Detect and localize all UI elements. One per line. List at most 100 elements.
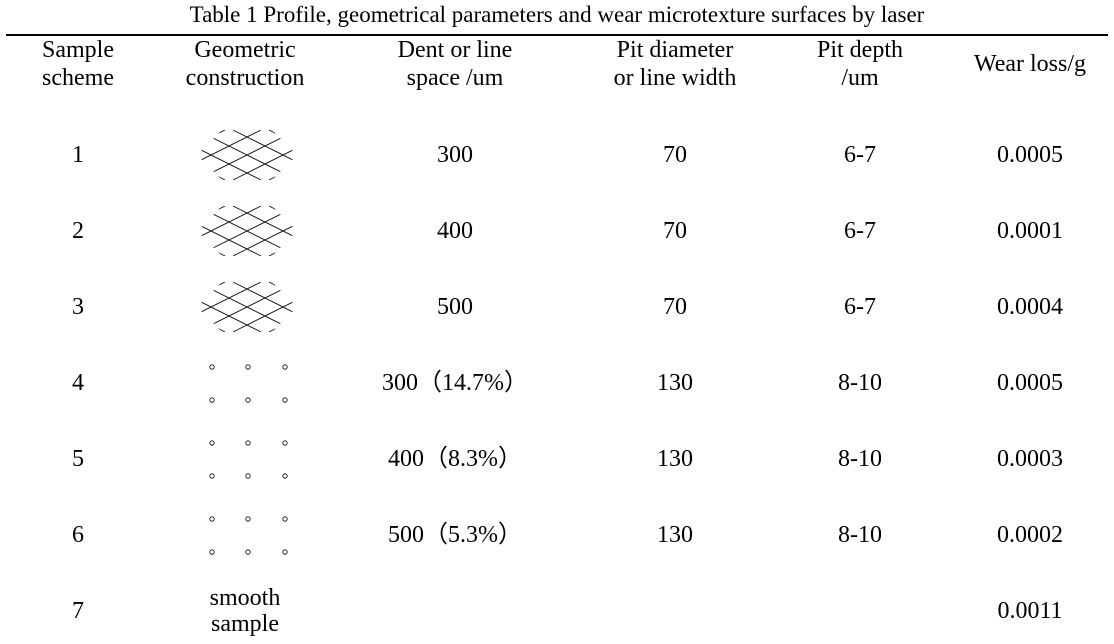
pit-dot bbox=[282, 364, 288, 370]
crosshatch-icon bbox=[197, 282, 297, 332]
table-cell: 6-7 bbox=[844, 142, 876, 168]
hatch-line bbox=[197, 130, 262, 180]
dots-icon bbox=[209, 440, 288, 479]
table-cell: 500（5.3%） bbox=[388, 522, 522, 548]
table-cell: 0.0003 bbox=[997, 446, 1063, 472]
table-cell: 0.0002 bbox=[997, 522, 1063, 548]
table-cell: 70 bbox=[663, 142, 687, 168]
hatch-line bbox=[197, 206, 297, 256]
hatch-line bbox=[268, 282, 297, 332]
pit-dot bbox=[245, 473, 251, 479]
column-header: Dent or line bbox=[397, 37, 513, 63]
table-cell: 6 bbox=[72, 522, 84, 548]
table-cell: 8-10 bbox=[838, 522, 882, 548]
hatch-line bbox=[197, 282, 262, 332]
hatch-lines bbox=[197, 206, 297, 256]
table-cell: 70 bbox=[663, 294, 687, 320]
hatch-line bbox=[197, 206, 226, 256]
hatch-line bbox=[232, 130, 297, 180]
hatch-line bbox=[197, 130, 297, 180]
column-header: /um bbox=[841, 65, 879, 91]
table-cell: 4 bbox=[72, 370, 84, 396]
table-cell: 8-10 bbox=[838, 446, 882, 472]
column-header: Pit depth bbox=[816, 37, 904, 63]
hatch-line bbox=[197, 282, 226, 332]
table-cell: 0.0004 bbox=[997, 294, 1063, 320]
pit-dot bbox=[282, 473, 288, 479]
hatch-line bbox=[268, 130, 297, 180]
crosshatch-icon bbox=[197, 130, 297, 180]
column-header: Pit diameter bbox=[616, 37, 734, 63]
hatch-line bbox=[197, 130, 226, 180]
pit-dot bbox=[209, 473, 215, 479]
dots-icon bbox=[209, 364, 288, 403]
hatch-lines bbox=[197, 130, 297, 180]
hatch-line bbox=[232, 206, 297, 256]
hatch-line bbox=[197, 206, 262, 256]
hatch-line bbox=[232, 130, 297, 180]
pit-dot bbox=[282, 549, 288, 555]
table-cell: 0.0011 bbox=[997, 598, 1063, 624]
table-cell: 130 bbox=[657, 446, 693, 472]
hatch-line bbox=[232, 282, 297, 332]
hatch-line bbox=[268, 282, 297, 332]
table-cell: 0.0005 bbox=[997, 142, 1063, 168]
column-header: or line width bbox=[613, 65, 737, 91]
table-cell: 300 bbox=[437, 142, 473, 168]
dots-icon bbox=[209, 516, 288, 555]
table-cell: 0.0005 bbox=[997, 370, 1063, 396]
table-cell: 400 bbox=[437, 218, 473, 244]
table-cell: 500 bbox=[437, 294, 473, 320]
pit-dot bbox=[245, 397, 251, 403]
table-cell: 400（8.3%） bbox=[388, 446, 522, 472]
hatch-line bbox=[268, 206, 297, 256]
hatch-line bbox=[197, 206, 226, 256]
hatch-line bbox=[197, 130, 262, 180]
hatch-line bbox=[197, 282, 226, 332]
column-header: construction bbox=[185, 65, 305, 91]
pit-dot bbox=[282, 397, 288, 403]
hatch-line bbox=[268, 130, 297, 180]
table-cell: 7 bbox=[72, 598, 84, 624]
table-cell: smooth sample bbox=[209, 585, 281, 637]
pit-dot bbox=[209, 516, 215, 522]
table-cell: 130 bbox=[657, 370, 693, 396]
table-cell: 3 bbox=[72, 294, 84, 320]
pit-dot bbox=[209, 440, 215, 446]
hatch-line bbox=[197, 130, 226, 180]
pit-dot bbox=[209, 364, 215, 370]
hatch-line bbox=[197, 282, 262, 332]
table-cell: 300（14.7%） bbox=[382, 370, 528, 396]
table-cell: 6-7 bbox=[844, 218, 876, 244]
pit-dot bbox=[282, 516, 288, 522]
pit-dot bbox=[209, 397, 215, 403]
column-header: Sample bbox=[42, 37, 114, 63]
pit-dot bbox=[245, 364, 251, 370]
table-rule bbox=[6, 34, 1108, 36]
table-title: Table 1 Profile, geometrical parameters … bbox=[189, 2, 925, 27]
pit-dot bbox=[245, 440, 251, 446]
pit-dot bbox=[282, 440, 288, 446]
pit-dot bbox=[245, 549, 251, 555]
hatch-line bbox=[232, 206, 297, 256]
hatch-line bbox=[268, 206, 297, 256]
hatch-line bbox=[232, 282, 297, 332]
table-cell: 130 bbox=[657, 522, 693, 548]
table-cell: 70 bbox=[663, 218, 687, 244]
hatch-line bbox=[197, 206, 262, 256]
column-header: Wear loss/g bbox=[973, 51, 1087, 77]
hatch-lines bbox=[197, 282, 297, 332]
table-cell: 1 bbox=[72, 142, 84, 168]
pit-dot bbox=[209, 549, 215, 555]
table-cell: 2 bbox=[72, 218, 84, 244]
table-cell: 8-10 bbox=[838, 370, 882, 396]
pit-dot bbox=[245, 516, 251, 522]
crosshatch-icon bbox=[197, 206, 297, 256]
hatch-line bbox=[197, 282, 297, 332]
column-header: scheme bbox=[42, 65, 114, 91]
table-cell: 0.0001 bbox=[997, 218, 1063, 244]
table-cell: 6-7 bbox=[844, 294, 876, 320]
table-cell: 5 bbox=[72, 446, 84, 472]
column-header: Geometric bbox=[194, 37, 296, 63]
